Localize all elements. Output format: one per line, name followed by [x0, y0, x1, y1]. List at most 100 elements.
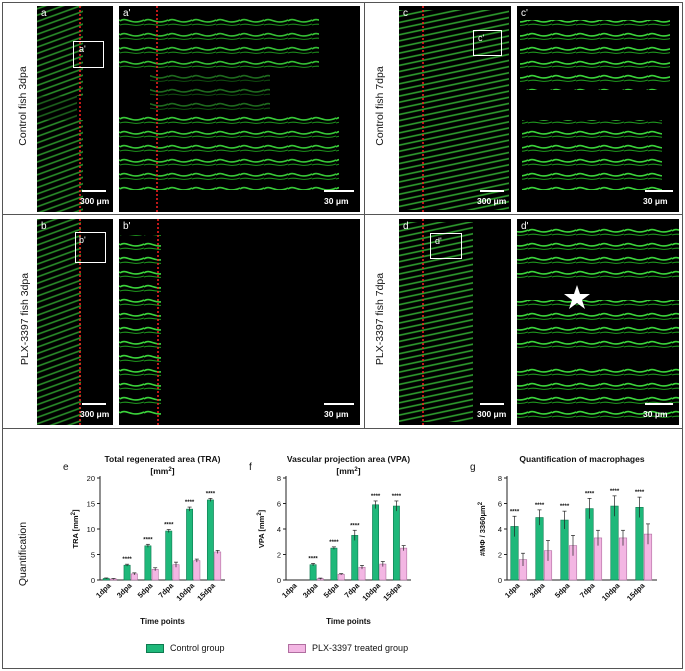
chart-ytick-label-e: 0	[91, 576, 95, 585]
micrograph-layer	[37, 6, 679, 425]
significance-g: ****	[585, 491, 595, 497]
bar-e-1-5	[214, 551, 222, 581]
chart-xtick-label-e: 3dpa	[115, 580, 134, 599]
divider-row1	[2, 214, 683, 215]
panel-letter-d: d	[403, 221, 409, 232]
panel-letter-c-prime: c'	[521, 8, 528, 19]
significance-f: ****	[308, 556, 318, 562]
chart-xtick-label-e: 5dpa	[136, 580, 155, 599]
bar-e-0-3	[165, 530, 173, 581]
chart-xlabel-f: Time points	[326, 617, 371, 626]
significance-f: ****	[371, 494, 381, 500]
scalebar-label-d: 300 μm	[477, 409, 507, 419]
scalebar-c-prime	[645, 190, 673, 192]
panel-a-prime-image	[119, 6, 360, 212]
inset-box-c	[473, 30, 502, 56]
chart-xtick-label-e: 1dpa	[94, 580, 113, 599]
bar-f-0-3	[351, 535, 359, 581]
chart-title-e: Total regenerated area (TRA)	[104, 454, 220, 464]
scalebar-label-a: 300 μm	[80, 196, 110, 206]
bar-f-1-2	[337, 573, 345, 581]
chart-ytick-label-f: 6	[277, 500, 281, 509]
chart-ytick-label-f: 8	[277, 474, 281, 483]
bar-e-1-2	[151, 568, 159, 581]
chart-xtick-label-g: 7dpa	[578, 580, 597, 599]
bar-f-1-5	[400, 547, 408, 581]
chart-ytick-label-g: 4	[498, 525, 502, 534]
scalebar-d-prime	[645, 403, 673, 405]
chart-ytick-label-f: 4	[277, 525, 281, 534]
legend-swatch-plx	[288, 643, 306, 653]
scalebar-b-prime	[324, 403, 354, 405]
chart-ylabel-f: VPA [mm2]	[257, 509, 266, 548]
chart-ytick-label-e: 15	[87, 500, 95, 509]
scalebar-a	[82, 190, 106, 192]
chart-xtick-label-f: 3dpa	[301, 580, 320, 599]
charts-layer: e Total regenerated area (TRA) [mm2] 0 5 10 15…	[63, 454, 657, 626]
chart-ytick-label-f: 2	[277, 551, 281, 560]
panel-c-prime-image	[517, 6, 679, 212]
significance-g: ****	[610, 489, 620, 495]
bar-f-0-5	[392, 505, 400, 581]
inset-label-b: b'	[79, 235, 86, 245]
chart-title-g: Quantification of macrophages	[519, 454, 644, 464]
chart-xtick-label-g: 5dpa	[553, 580, 572, 599]
chart-panel-letter-g: g	[470, 462, 476, 473]
panel-letter-c: c	[403, 8, 408, 19]
chart-xtick-label-e: 10dpa	[174, 580, 196, 602]
bar-g-0-2	[560, 519, 569, 581]
star-marker	[564, 285, 590, 309]
chart-ytick-label-g: 8	[498, 474, 502, 483]
bar-g-0-1	[535, 517, 544, 581]
panel-letter-b: b	[41, 221, 47, 232]
significance-f: ****	[350, 523, 360, 529]
significance-g: ****	[510, 509, 520, 515]
panel-letter-a: a	[41, 8, 47, 19]
chart-xtick-label-g: 1dpa	[503, 580, 522, 599]
significance-e: ****	[122, 557, 132, 563]
chart-ytick-label-e: 20	[87, 474, 95, 483]
significance-g: ****	[635, 490, 645, 496]
scalebar-label-b-prime: 30 μm	[324, 409, 349, 419]
inset-box-b	[75, 232, 106, 263]
chart-ytick-label-g: 0	[498, 576, 502, 585]
legend-plx: PLX-3397 treated group	[288, 643, 408, 653]
bar-g-0-3	[585, 508, 594, 581]
bar-f-0-2	[330, 547, 338, 581]
inset-box-a	[73, 41, 104, 68]
significance-e: ****	[164, 523, 174, 529]
divider-vertical	[364, 2, 365, 428]
significance-g: ****	[560, 504, 570, 510]
significance-f: ****	[392, 494, 402, 500]
bar-e-0-4	[186, 508, 194, 581]
chart-xtick-label-f: 15dpa	[381, 580, 403, 602]
legend-label-plx: PLX-3397 treated group	[312, 643, 409, 653]
chart-xtick-label-e: 15dpa	[195, 580, 217, 602]
chart-subtitle-e: [mm2]	[150, 466, 174, 476]
inset-label-d: d'	[435, 236, 442, 246]
chart-panel-letter-f: f	[249, 462, 252, 473]
chart-ytick-label-e: 5	[91, 551, 95, 560]
chart-xtick-label-e: 7dpa	[157, 580, 176, 599]
chart-xtick-label-g: 15dpa	[625, 580, 647, 602]
chart-ylabel-g: #MΦ / 3360μm2	[478, 501, 487, 556]
bar-f-0-1	[309, 564, 317, 581]
scalebar-b	[82, 403, 106, 405]
inset-box-d	[430, 233, 462, 259]
chart-xtick-label-f: 1dpa	[280, 580, 299, 599]
scalebar-c	[480, 190, 504, 192]
bar-g-0-4	[610, 505, 619, 581]
panel-d-image	[399, 219, 511, 425]
chart-ytick-label-e: 10	[87, 525, 95, 534]
chart-ytick-label-g: 6	[498, 500, 502, 509]
bar-f-0-4	[372, 504, 380, 581]
bar-e-0-5	[206, 499, 214, 581]
significance-e: ****	[185, 500, 195, 506]
panel-d-prime-image	[517, 219, 679, 425]
significance-f: ****	[329, 540, 339, 546]
significance-e: ****	[206, 491, 216, 497]
bar-e-0-2	[144, 545, 152, 581]
scalebar-d	[480, 403, 504, 405]
scalebar-label-c: 300 μm	[477, 196, 507, 206]
